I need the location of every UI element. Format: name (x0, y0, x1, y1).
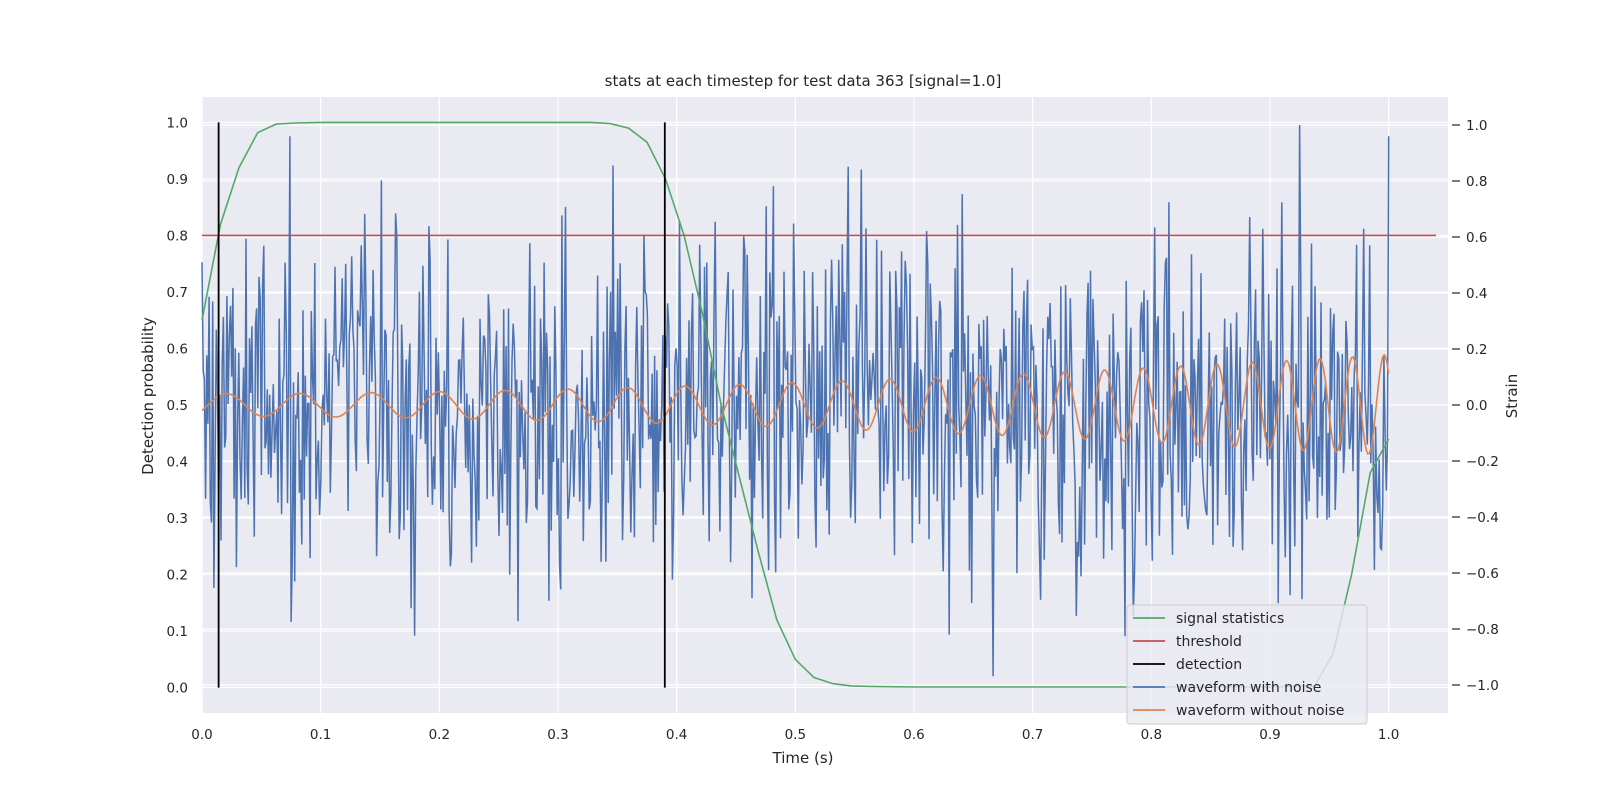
y2-tick-label: −0.2 (1466, 454, 1499, 470)
y-tick-label: 0.0 (167, 681, 188, 697)
x-tick-label: 0.6 (903, 727, 924, 743)
y-tick-label: 0.7 (167, 285, 188, 301)
y-tick-label: 0.1 (167, 624, 188, 640)
y-axis-ticks: 0.0 0.1 0.2 0.3 0.4 0.5 0.6 0.7 0.8 0.9 1.0 (167, 115, 188, 696)
y2-tick-label: −0.6 (1466, 566, 1499, 582)
y2-tick-label: −0.8 (1466, 622, 1499, 638)
y-tick-label: 0.3 (167, 511, 188, 527)
y-tick-label: 0.8 (167, 228, 188, 244)
x-tick-label: 0.4 (666, 727, 687, 743)
legend-label: detection (1176, 657, 1242, 673)
x-tick-label: 0.7 (1022, 727, 1043, 743)
x-tick-label: 0.9 (1259, 727, 1280, 743)
y2-tick-label: −1.0 (1466, 678, 1499, 694)
y-axis-title: Detection probability (139, 317, 157, 475)
x-axis-title: Time (s) (772, 749, 834, 767)
x-tick-label: 0.8 (1141, 727, 1162, 743)
y2-tick-label: 0.6 (1466, 230, 1487, 246)
y-tick-label: 0.5 (167, 398, 188, 414)
legend: signal statistics threshold detection wavef… (1126, 604, 1368, 725)
x-tick-label: 0.1 (310, 727, 331, 743)
waveform-with-noise-line (201, 124, 1390, 677)
x-tick-label: 0.5 (785, 727, 806, 743)
x-tick-label: 0.0 (191, 727, 212, 743)
y-tick-label: 0.6 (167, 341, 188, 357)
y2-axis-ticks: −1.0 −0.8 −0.6 −0.4 −0.2 0.0 0.2 0.4 0.6 0.8 1.0 (1452, 118, 1499, 694)
legend-label: waveform with noise (1176, 680, 1321, 696)
legend-box (1126, 604, 1368, 725)
y2-axis-title: Strain (1503, 374, 1521, 418)
legend-label: threshold (1176, 634, 1242, 650)
y2-tick-label: 0.4 (1466, 286, 1487, 302)
x-tick-label: 0.3 (547, 727, 568, 743)
y-tick-label: 0.9 (167, 172, 188, 188)
waveform-without-noise-line (201, 353, 1390, 455)
chart-title: stats at each timestep for test data 363… (605, 72, 1002, 90)
y-tick-label: 0.4 (167, 455, 188, 471)
y2-tick-label: −0.4 (1466, 510, 1499, 526)
y2-tick-label: 0.2 (1466, 342, 1487, 358)
x-tick-label: 1.0 (1378, 727, 1399, 743)
x-tick-label: 0.2 (429, 727, 450, 743)
y-tick-label: 0.2 (167, 568, 188, 584)
y2-tick-label: 0.0 (1466, 398, 1487, 414)
y2-tick-label: 0.8 (1466, 174, 1487, 190)
x-axis-ticks: 0.0 0.1 0.2 0.3 0.4 0.5 0.6 0.7 0.8 0.9 1.0 (191, 727, 1399, 743)
y2-tick-label: 1.0 (1466, 118, 1487, 134)
y-tick-label: 1.0 (167, 115, 188, 131)
legend-label: waveform without noise (1176, 703, 1344, 719)
legend-label: signal statistics (1176, 611, 1284, 627)
